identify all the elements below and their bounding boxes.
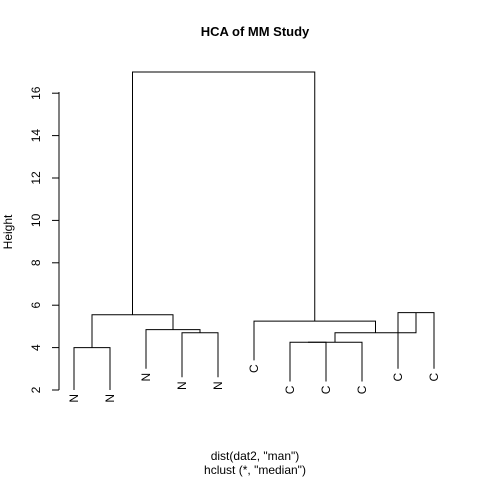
y-tick-label: 2 <box>29 386 43 393</box>
leaf-labels: N N N N N C C C C C C <box>67 364 441 403</box>
dendrogram-merge <box>132 71 316 322</box>
dendrogram-merge <box>145 329 201 369</box>
y-tick-label: 12 <box>29 171 43 185</box>
y-tick-label: 8 <box>29 259 43 266</box>
method-subtitle: hclust (*, "median") <box>204 463 306 477</box>
dendrogram-branches <box>73 71 435 390</box>
leaf-label: C <box>319 385 333 394</box>
y-tick-label: 16 <box>29 86 43 100</box>
leaf-label: C <box>247 364 261 373</box>
dendrogram-merge <box>181 332 219 378</box>
leaf-label: N <box>211 381 225 390</box>
dendrogram-merge <box>253 320 376 361</box>
y-tick-label: 6 <box>29 302 43 309</box>
y-tick-label: 10 <box>29 213 43 227</box>
leaf-label: N <box>175 381 189 390</box>
dendrogram-merge <box>91 314 174 348</box>
leaf-label: N <box>103 394 117 403</box>
leaf-label: C <box>283 385 297 394</box>
y-axis-label: Height <box>1 214 15 249</box>
dendrogram-merge <box>308 341 363 382</box>
dendrogram-merge <box>289 341 327 382</box>
leaf-label: N <box>139 373 153 382</box>
leaf-label: C <box>355 385 369 394</box>
leaf-label: C <box>427 372 441 381</box>
y-tick-label: 4 <box>29 344 43 351</box>
leaf-label: C <box>391 372 405 381</box>
leaf-label: N <box>67 394 81 403</box>
dendrogram-merge <box>73 347 111 390</box>
y-tick-label: 14 <box>29 129 43 143</box>
y-axis-ticks: 2 4 6 8 10 12 14 16 <box>29 86 59 393</box>
x-axis-label: dist(dat2, "man") <box>211 449 300 463</box>
chart-title: HCA of MM Study <box>201 24 310 39</box>
